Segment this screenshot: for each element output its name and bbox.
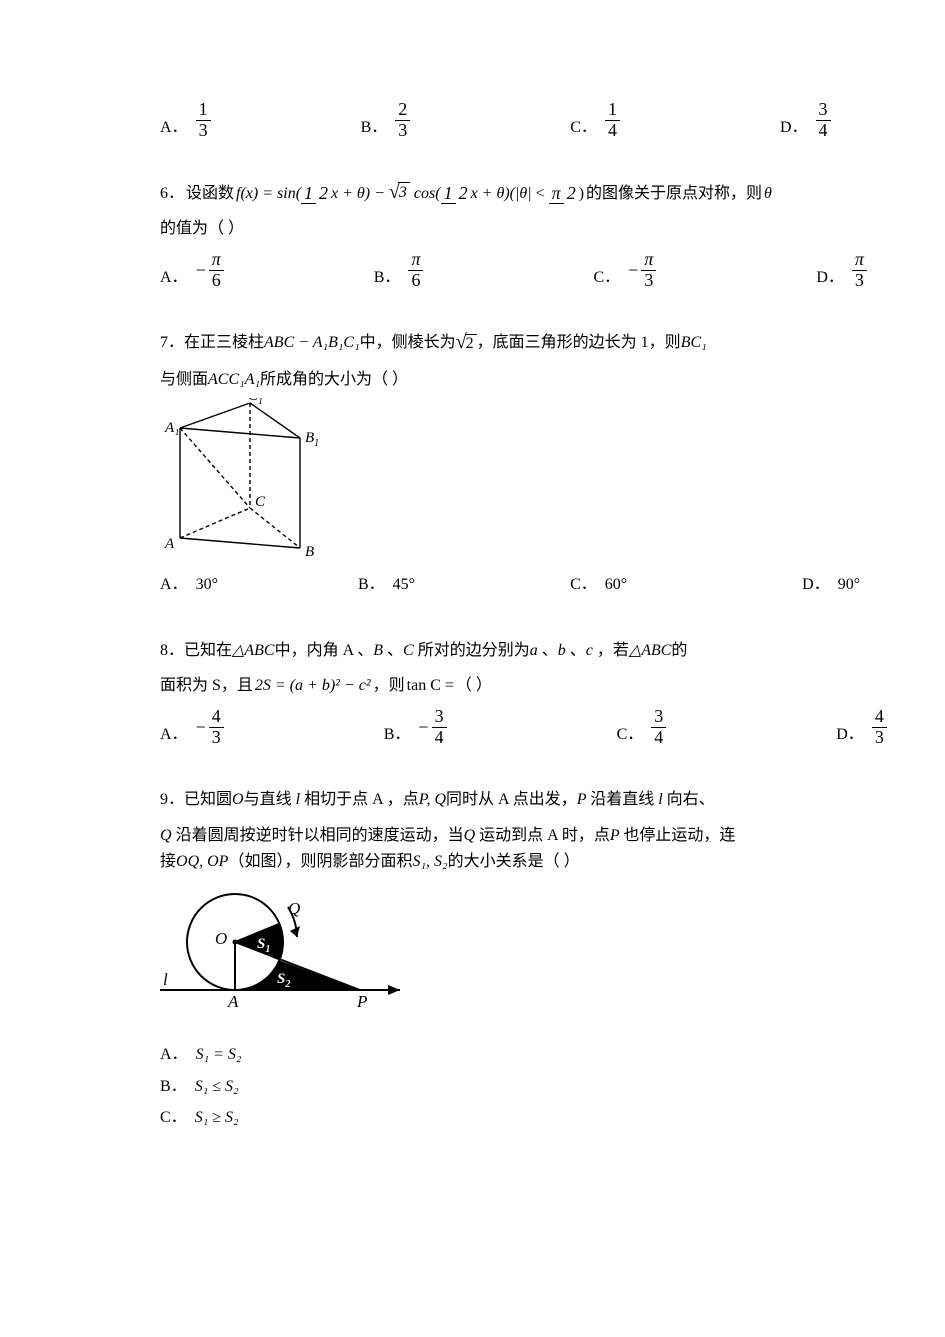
q8-options: A． −43 B． −34 C． 34 D． 43 bbox=[160, 707, 825, 748]
q9-stem-1: 9．已知圆O与直线 l 相切于点 A ，点P, Q同时从 A 点出发，P 沿着直… bbox=[160, 787, 825, 813]
q6-options: A． −π6 B． π6 C． −π3 D． π3 bbox=[160, 250, 825, 291]
svg-text:O: O bbox=[215, 929, 227, 948]
svg-text:A: A bbox=[164, 536, 175, 552]
q7-options: A．30° B．45° C．60° D．90° bbox=[160, 572, 825, 598]
q5-d-frac: 3 4 bbox=[816, 100, 831, 141]
q6-opt-b: B． π6 bbox=[374, 250, 424, 291]
q8-opt-c: C． 34 bbox=[617, 707, 667, 748]
q6-tail: 的图像关于原点对称，则 bbox=[586, 181, 762, 207]
q8-opt-b: B． −34 bbox=[384, 707, 447, 748]
q5-options: A． 1 3 B． 2 3 C． 1 4 D． 3 4 bbox=[160, 100, 825, 141]
q9-opt-b: B．S₁ ≤ S₂ bbox=[160, 1074, 825, 1100]
q6-stem: 6． 设函数 f(x) = sin(12x + θ) − √3 cos(12x … bbox=[160, 181, 825, 207]
q7-opt-c: C．60° bbox=[570, 572, 627, 598]
q7-stem-2: 与侧面ACC₁A₁所成角的大小为（ ） bbox=[160, 367, 825, 393]
opt-label-c: C． bbox=[570, 115, 597, 141]
q5-a-frac: 1 3 bbox=[196, 100, 211, 141]
svg-text:A: A bbox=[227, 992, 239, 1011]
q8-opt-d: D． 43 bbox=[836, 707, 887, 748]
q9-options: A．S₁ = S₂ B．S₁ ≤ S₂ C．S₁ ≥ S₂ bbox=[160, 1042, 825, 1131]
q6-tail2: 的值为（ ） bbox=[160, 216, 825, 242]
q6-opt-a: A． −π6 bbox=[160, 250, 224, 291]
opt-label-d: D． bbox=[780, 115, 808, 141]
q9-figure: O Q A P l S1 S2 bbox=[160, 882, 420, 1032]
q9-stem-2: Q 沿着圆周按逆时针以相同的速度运动，当Q 运动到点 A 时，点P 也停止运动，… bbox=[160, 823, 825, 849]
svg-text:C: C bbox=[255, 494, 266, 510]
q9-opt-c: C．S₁ ≥ S₂ bbox=[160, 1105, 825, 1131]
q8-stem-2: 面积为 S，且 2S = (a + b)² − c² ，则 tan C = （ … bbox=[160, 673, 825, 699]
q6-fx: f(x) = sin(12x + θ) − √3 cos(12x + θ)(|θ… bbox=[236, 181, 584, 207]
q5-b-frac: 2 3 bbox=[395, 100, 410, 141]
q9-stem-3: 接OQ, OP（如图），则阴影部分面积S₁, S₂的大小关系是（ ） bbox=[160, 849, 825, 875]
q6-opt-d: D． π3 bbox=[816, 250, 867, 291]
q6-prefix: 设函数 bbox=[186, 181, 234, 207]
q5-c-frac: 1 4 bbox=[605, 100, 620, 141]
opt-label-b: B． bbox=[361, 115, 388, 141]
svg-text:Q: Q bbox=[288, 899, 300, 918]
q6-num: 6． bbox=[160, 181, 184, 207]
q7-opt-a: A．30° bbox=[160, 572, 218, 598]
q7-opt-d: D．90° bbox=[802, 572, 860, 598]
svg-text:B: B bbox=[305, 544, 314, 560]
svg-text:B1: B1 bbox=[305, 430, 319, 449]
q5-opt-b: B． 2 3 bbox=[361, 100, 411, 141]
q5-opt-c: C． 1 4 bbox=[570, 100, 620, 141]
q5-opt-d: D． 3 4 bbox=[780, 100, 831, 141]
q7-stem: 7．在正三棱柱ABC − A₁B₁C₁中，侧棱长为√2，底面三角形的边长为 1，… bbox=[160, 330, 825, 356]
q8-opt-a: A． −43 bbox=[160, 707, 224, 748]
svg-text:A₁: A₁ bbox=[164, 420, 179, 436]
q8-stem: 8．已知在△ABC中，内角 A 、B 、C 所对的边分别为a 、b 、c ，若△… bbox=[160, 638, 825, 664]
q7-opt-b: B．45° bbox=[358, 572, 415, 598]
svg-text:l: l bbox=[163, 970, 168, 989]
q6-theta: θ bbox=[764, 181, 772, 207]
q7-figure: A₁ C1 B1 A C B bbox=[160, 398, 335, 568]
q9-opt-a: A．S₁ = S₂ bbox=[160, 1042, 825, 1068]
q5-opt-a: A． 1 3 bbox=[160, 100, 211, 141]
q6-opt-c: C． −π3 bbox=[593, 250, 656, 291]
opt-label-a: A． bbox=[160, 115, 188, 141]
svg-text:P: P bbox=[356, 992, 367, 1011]
